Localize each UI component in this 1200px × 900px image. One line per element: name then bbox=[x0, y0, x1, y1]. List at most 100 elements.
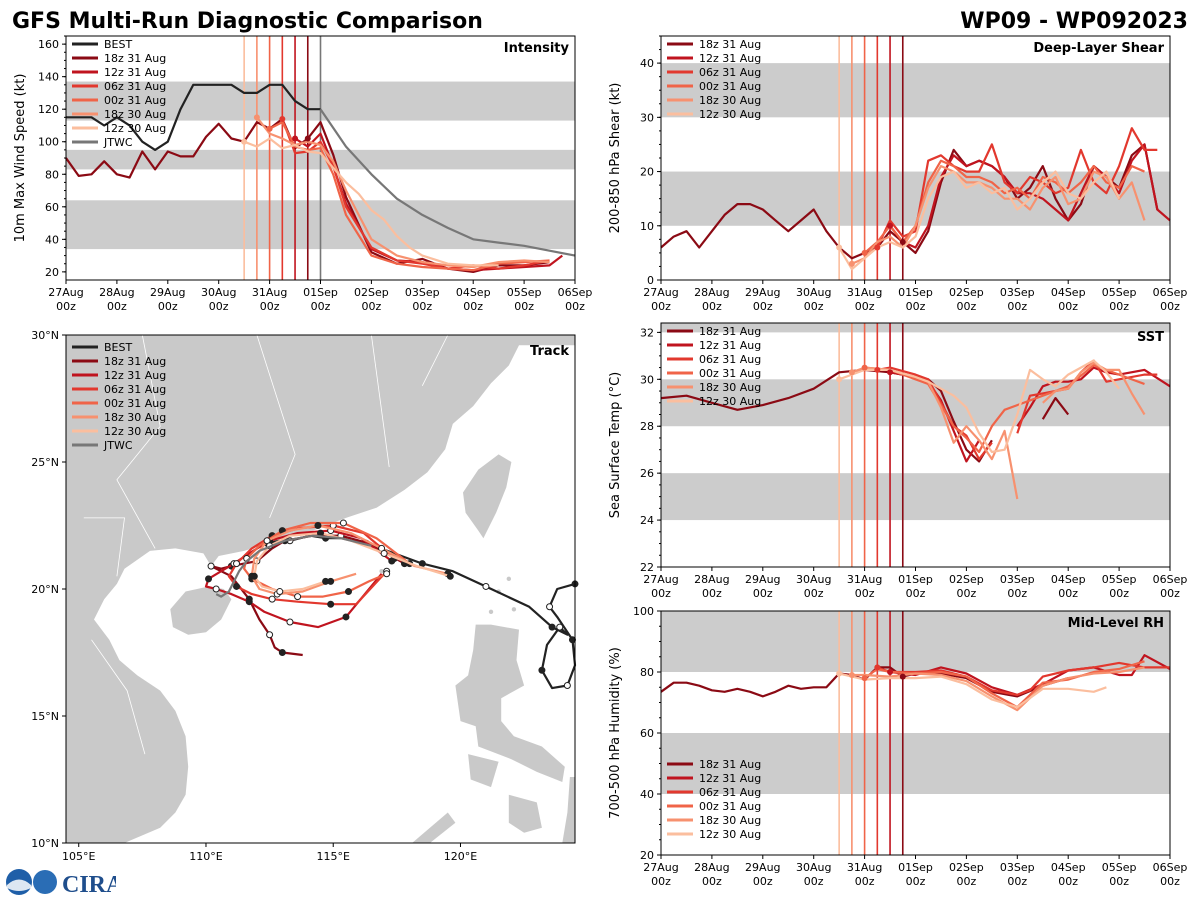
rh-panel: 2040608010027Aug00z28Aug00z29Aug00z30Aug… bbox=[608, 605, 1187, 888]
rh-legend-label: 18z 31 Aug bbox=[699, 758, 761, 771]
sst-ylabel: Sea Surface Temp (°C) bbox=[608, 372, 623, 519]
intensity-init-point-18z-31-aug bbox=[304, 135, 311, 142]
sst-legend-label: 18z 30 Aug bbox=[699, 381, 761, 394]
rh-xtick-hour: 00z bbox=[1160, 875, 1180, 888]
shear-xtick-date: 05Sep bbox=[1102, 286, 1137, 299]
intensity-ytick-label: 120 bbox=[38, 103, 59, 116]
rh-init-point-06z-31-aug bbox=[874, 664, 881, 671]
track-point-18z-31-aug bbox=[207, 562, 215, 570]
intensity-ytick-label: 20 bbox=[45, 266, 59, 279]
shear-xtick-date: 28Aug bbox=[694, 286, 729, 299]
track-land-luzon bbox=[455, 624, 565, 782]
shear-init-point-18z-30-aug bbox=[848, 260, 855, 267]
track-lon-tick-label: 110°E bbox=[189, 850, 222, 863]
track-land-palawan bbox=[412, 812, 456, 843]
track-point-18z-31-aug bbox=[278, 649, 286, 656]
sst-xtick-date: 30Aug bbox=[796, 573, 831, 586]
track-point-18z-31-aug bbox=[266, 631, 274, 639]
shear-xtick-hour: 00z bbox=[906, 300, 926, 313]
rh-legend-label: 12z 31 Aug bbox=[699, 772, 761, 785]
sst-xtick-hour: 00z bbox=[855, 587, 875, 600]
track-point-12z-30-aug bbox=[276, 588, 284, 596]
track-lat-tick-label: 25°N bbox=[31, 456, 59, 469]
shear-xtick-date: 04Sep bbox=[1051, 286, 1086, 299]
shear-xtick-date: 27Aug bbox=[643, 286, 678, 299]
rh-series-06z-31-aug bbox=[876, 661, 1170, 696]
track-point-best bbox=[538, 666, 546, 674]
intensity-xtick-date: 04Sep bbox=[456, 286, 491, 299]
sst-band-0 bbox=[661, 473, 1170, 521]
track-panel: 105°E 110°E 115°E 120°E 10°N 15°N 20°N 25°N 30°N… bbox=[31, 329, 579, 863]
intensity-ytick-label: 40 bbox=[45, 233, 59, 246]
sst-xtick-date: 28Aug bbox=[694, 573, 729, 586]
track-point-12z-30-aug bbox=[322, 577, 330, 585]
track-point-12z-31-aug bbox=[205, 575, 213, 583]
intensity-series-best bbox=[66, 83, 321, 151]
rh-xtick-date: 27Aug bbox=[643, 861, 678, 874]
sst-xtick-hour: 00z bbox=[906, 587, 926, 600]
rh-legend-label: 06z 31 Aug bbox=[699, 786, 761, 799]
sst-xtick-hour: 00z bbox=[702, 587, 722, 600]
rh-xtick-date: 05Sep bbox=[1102, 861, 1137, 874]
cira-globe-icon bbox=[33, 870, 57, 894]
rh-xtick-hour: 00z bbox=[1058, 875, 1078, 888]
rh-xtick-hour: 00z bbox=[804, 875, 824, 888]
track-land-islet bbox=[511, 607, 517, 612]
intensity-xtick-date: 03Sep bbox=[405, 286, 440, 299]
rh-xtick-hour: 00z bbox=[906, 875, 926, 888]
track-point-best bbox=[563, 682, 571, 690]
track-panel-title: Track bbox=[530, 344, 569, 359]
sst-init-point-12z-30-aug bbox=[836, 376, 843, 383]
intensity-xtick-date: 01Sep bbox=[303, 286, 338, 299]
rh-xtick-date: 03Sep bbox=[1000, 861, 1035, 874]
intensity-ytick-label: 80 bbox=[45, 168, 59, 181]
intensity-init-point-00z-31-aug bbox=[266, 125, 273, 132]
shear-xtick-date: 06Sep bbox=[1153, 286, 1188, 299]
figure-title: GFS Multi-Run Diagnostic Comparison bbox=[12, 9, 483, 34]
track-land-islet bbox=[379, 569, 384, 574]
track-border-line bbox=[256, 334, 296, 519]
intensity-series-12z-30-aug bbox=[243, 137, 499, 267]
intensity-xtick-date: 28Aug bbox=[99, 286, 134, 299]
track-point-00z-31-aug bbox=[339, 519, 347, 527]
rh-series-18z-30-aug bbox=[851, 666, 1145, 712]
rh-xtick-date: 30Aug bbox=[796, 861, 831, 874]
rh-series-18z-31-aug bbox=[660, 666, 1069, 698]
track-border-line bbox=[116, 334, 161, 549]
track-legend-label: 00z 31 Aug bbox=[104, 397, 166, 410]
sst-ytick-label: 30 bbox=[640, 373, 654, 386]
track-border-line bbox=[91, 639, 146, 755]
sst-series-00z-31-aug bbox=[864, 364, 1145, 454]
cira-logo-text: CIRA bbox=[62, 872, 116, 898]
track-legend-label: BEST bbox=[104, 341, 132, 354]
intensity-init-point-18z-30-aug bbox=[253, 114, 260, 121]
rh-xtick-hour: 00z bbox=[753, 875, 773, 888]
intensity-xtick-date: 27Aug bbox=[48, 286, 83, 299]
intensity-xtick-hour: 00z bbox=[565, 300, 585, 313]
rh-xtick-date: 02Sep bbox=[949, 861, 984, 874]
shear-panel-title: Deep-Layer Shear bbox=[1033, 41, 1164, 56]
shear-xtick-hour: 00z bbox=[1058, 300, 1078, 313]
sst-legend-label: 18z 31 Aug bbox=[699, 325, 761, 338]
rh-init-point-12z-31-aug bbox=[887, 669, 894, 675]
rh-xtick-date: 28Aug bbox=[694, 861, 729, 874]
track-legend-label: 06z 31 Aug bbox=[104, 383, 166, 396]
sst-legend-label: 12z 31 Aug bbox=[699, 339, 761, 352]
sst-legend-label: 00z 31 Aug bbox=[699, 367, 761, 380]
sst-panel-title: SST bbox=[1137, 330, 1164, 345]
track-legend-label: 18z 31 Aug bbox=[104, 355, 166, 368]
rh-ytick-label: 100 bbox=[633, 605, 654, 618]
shear-ytick-label: 40 bbox=[640, 57, 654, 70]
sst-xtick-hour: 00z bbox=[1007, 587, 1027, 600]
sst-panel: 22242628303227Aug00z28Aug00z29Aug00z30Au… bbox=[608, 322, 1187, 600]
track-legend-label: JTWC bbox=[103, 439, 133, 452]
sst-xtick-date: 27Aug bbox=[643, 573, 678, 586]
rh-ytick-label: 40 bbox=[640, 788, 654, 801]
sst-ytick-label: 22 bbox=[640, 561, 654, 574]
track-land-mainland bbox=[66, 335, 575, 843]
rh-legend-label: 18z 30 Aug bbox=[699, 814, 761, 827]
rh-legend-label: 00z 31 Aug bbox=[699, 800, 761, 813]
sst-xtick-hour: 00z bbox=[753, 587, 773, 600]
rh-ylabel: 700-500 hPa Humidity (%) bbox=[608, 647, 623, 819]
track-point-12z-31-aug bbox=[286, 618, 294, 626]
